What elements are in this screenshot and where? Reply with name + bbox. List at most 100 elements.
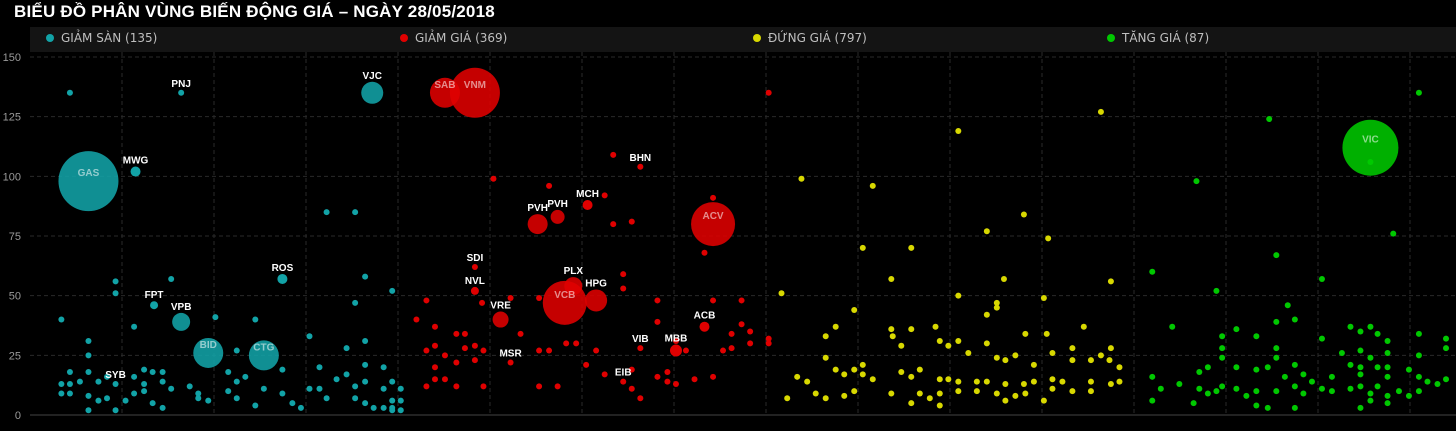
- data-point: [1204, 390, 1211, 397]
- data-point: [1367, 390, 1374, 397]
- data-point: [1357, 404, 1364, 411]
- data-point: [1213, 287, 1220, 294]
- data-point: [233, 347, 240, 354]
- point-label: ROS: [272, 263, 294, 274]
- data-point: [628, 218, 635, 225]
- data-point: [1347, 323, 1354, 330]
- data-point: [1069, 345, 1076, 352]
- data-point: [242, 373, 249, 380]
- data-point: [1012, 392, 1019, 399]
- data-point: [1338, 349, 1345, 356]
- data-point: [955, 292, 962, 299]
- data-point: [1107, 380, 1114, 387]
- data-point: [542, 280, 587, 325]
- data-point: [279, 366, 286, 373]
- data-point: [1390, 230, 1397, 237]
- legend-label: TĂNG GIÁ (87): [1122, 31, 1210, 45]
- point-label: SAB: [434, 80, 455, 91]
- data-point: [888, 390, 895, 397]
- legend-item-giam-gia[interactable]: GIẢM GIÁ (369): [400, 31, 507, 45]
- data-point: [682, 347, 689, 354]
- data-point: [889, 333, 896, 340]
- data-point: [193, 337, 224, 368]
- data-point: [1347, 361, 1354, 368]
- data-point: [916, 390, 923, 397]
- data-point: [413, 316, 420, 323]
- data-point: [1253, 402, 1260, 409]
- data-point: [1273, 318, 1280, 325]
- data-point: [248, 340, 279, 371]
- data-point: [1043, 330, 1050, 337]
- data-point: [965, 349, 972, 356]
- data-point: [149, 400, 156, 407]
- data-point: [1266, 116, 1273, 123]
- data-point: [546, 347, 553, 354]
- data-point: [471, 342, 478, 349]
- data-point: [1357, 347, 1364, 354]
- data-point: [1443, 376, 1450, 383]
- data-point: [131, 373, 138, 380]
- data-point: [1149, 373, 1156, 380]
- legend-item-tang-gia[interactable]: TĂNG GIÁ (87): [1107, 31, 1209, 45]
- data-point: [131, 390, 138, 397]
- data-point: [898, 342, 905, 349]
- data-point: [1281, 373, 1288, 380]
- data-point: [654, 318, 661, 325]
- legend-marker: [753, 34, 761, 42]
- data-point: [1107, 345, 1114, 352]
- data-point: [983, 228, 990, 235]
- data-point: [936, 402, 943, 409]
- data-point: [945, 376, 952, 383]
- data-point: [178, 89, 185, 96]
- data-point: [1087, 388, 1094, 395]
- data-point: [812, 390, 819, 397]
- data-point: [431, 342, 438, 349]
- data-point: [58, 390, 65, 397]
- data-point: [389, 404, 396, 411]
- data-point: [362, 361, 369, 368]
- legend-marker: [46, 34, 54, 42]
- data-point: [66, 380, 73, 387]
- data-point: [380, 364, 387, 371]
- data-point: [1002, 357, 1009, 364]
- data-point: [1434, 380, 1441, 387]
- data-point: [1213, 388, 1220, 395]
- data-point: [536, 295, 543, 302]
- point-label: VJC: [363, 71, 382, 82]
- data-point: [563, 340, 570, 347]
- data-point: [841, 392, 848, 399]
- data-point: [141, 366, 148, 373]
- data-point: [1308, 378, 1315, 385]
- data-point: [1002, 380, 1009, 387]
- point-label: ACB: [694, 311, 716, 322]
- point-label: VCB: [554, 290, 575, 301]
- data-point: [380, 385, 387, 392]
- point-label: VPB: [171, 302, 192, 313]
- data-point: [471, 357, 478, 364]
- data-point: [58, 380, 65, 387]
- data-point: [851, 366, 858, 373]
- data-point: [859, 371, 866, 378]
- data-point: [1367, 354, 1374, 361]
- data-point: [507, 295, 514, 302]
- data-point: [993, 354, 1000, 361]
- data-point: [908, 373, 915, 380]
- data-point: [423, 347, 430, 354]
- data-point: [747, 340, 754, 347]
- legend-item-dung-gia[interactable]: ĐỨNG GIÁ (797): [753, 31, 867, 45]
- data-point: [1059, 378, 1066, 385]
- point-label: MWG: [123, 156, 149, 167]
- data-point: [1157, 385, 1164, 392]
- data-point: [1020, 211, 1027, 218]
- point-label: VRE: [490, 301, 511, 312]
- y-tick-label: 75: [9, 231, 21, 243]
- data-point: [397, 397, 404, 404]
- data-point: [1264, 404, 1271, 411]
- data-point: [610, 151, 617, 158]
- data-point: [983, 311, 990, 318]
- point-label: FPT: [145, 290, 164, 301]
- legend-item-giam-san[interactable]: GIẢM SÀN (135): [46, 31, 157, 45]
- data-point: [728, 330, 735, 337]
- data-point: [945, 342, 952, 349]
